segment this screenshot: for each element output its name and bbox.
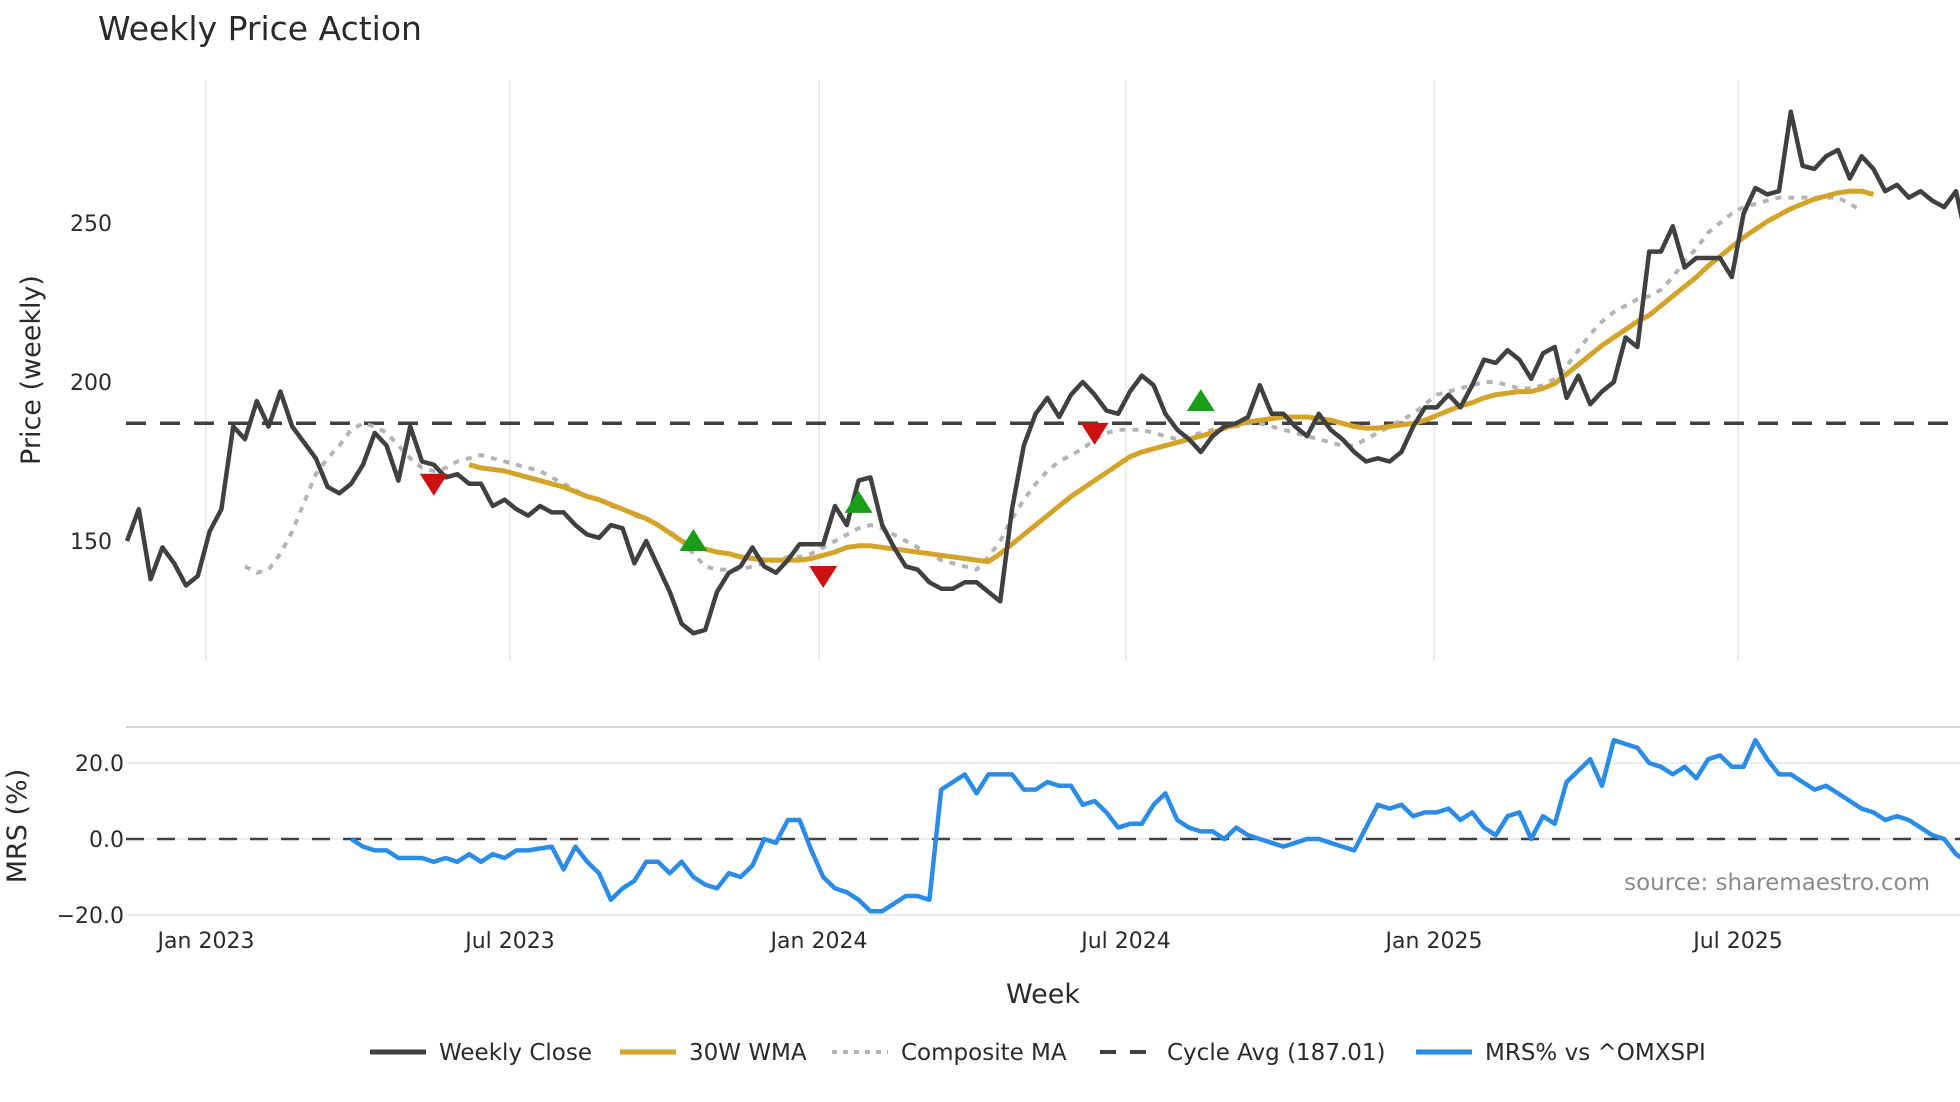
legend-label: 30W WMA	[689, 1040, 807, 1066]
y-tick-label: 150	[70, 530, 112, 555]
legend-label: Composite MA	[901, 1040, 1067, 1066]
mrs-y-axis: 20.0 0.0 −20.0	[57, 752, 124, 929]
x-tick-label: Jul 2023	[463, 929, 555, 954]
price-y-axis: 150 200 250	[70, 212, 112, 555]
legend-label: Cycle Avg (187.01)	[1167, 1040, 1386, 1066]
y-tick-label: −20.0	[57, 904, 124, 929]
x-tick-label: Jan 2023	[156, 929, 255, 954]
sell-signal-marker	[419, 473, 448, 496]
weekly-close-line	[124, 109, 1960, 636]
legend: Weekly Close 30W WMA Composite MA Cycle Avg…	[370, 1040, 1706, 1066]
legend-label: Weekly Close	[439, 1040, 592, 1066]
sell-signal-marker	[1080, 422, 1109, 445]
source-note: source: sharemaestro.com	[1624, 870, 1930, 896]
x-axis-label: Week	[1006, 979, 1080, 1010]
sell-signal-marker	[809, 565, 838, 588]
buy-signal-marker	[679, 529, 708, 551]
y-tick-label: 250	[70, 212, 112, 237]
x-axis: Jan 2023 Jul 2023 Jan 2024 Jul 2024 Jan 2025…	[156, 929, 1783, 954]
mrs-y-axis-label: MRS (%)	[2, 769, 33, 884]
x-tick-label: Jul 2025	[1691, 929, 1783, 954]
x-tick-label: Jan 2024	[769, 929, 868, 954]
mrs-panel: 20.0 0.0 −20.0 MRS (%) source: sharemaestr…	[2, 726, 1960, 929]
y-tick-label: 0.0	[89, 828, 124, 853]
x-tick-label: Jul 2024	[1079, 929, 1171, 954]
legend-label: MRS% vs ^OMXSPI	[1485, 1040, 1706, 1066]
y-tick-label: 200	[70, 371, 112, 396]
price-panel: 150 200 250 Price (weekly)	[16, 80, 1960, 660]
y-tick-label: 20.0	[75, 752, 124, 777]
signal-markers	[419, 389, 1215, 588]
buy-signal-marker	[1186, 389, 1215, 412]
price-y-axis-label: Price (weekly)	[16, 275, 47, 465]
composite-ma-line	[244, 195, 1863, 575]
price-gridlines	[205, 80, 1739, 660]
mrs-line	[349, 737, 1960, 914]
chart-title: Weekly Price Action	[98, 9, 422, 48]
buy-signal-marker	[844, 490, 873, 513]
x-tick-label: Jan 2025	[1384, 929, 1483, 954]
